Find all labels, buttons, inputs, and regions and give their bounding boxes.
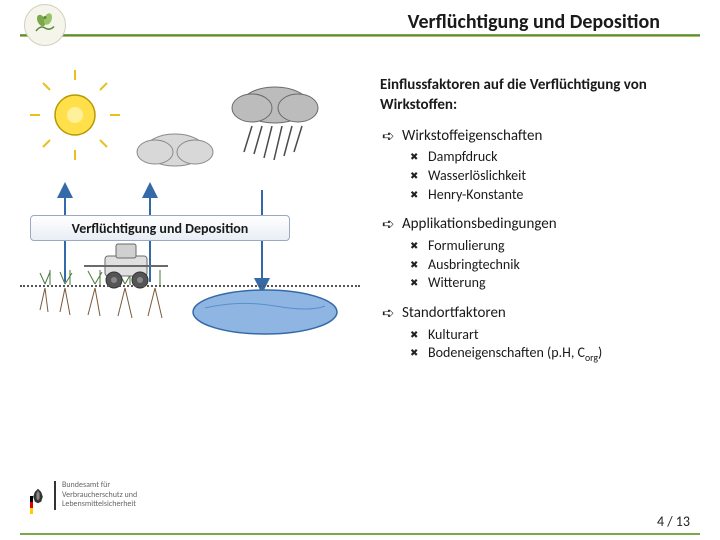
- group-2: Applikationsbedingungen Formulierung Aus…: [380, 214, 700, 293]
- ground-line: [20, 285, 360, 287]
- page-title: Verflüchtigung und Deposition: [0, 10, 690, 34]
- footer-line: Lebensmittelsicherheit: [62, 499, 136, 509]
- illustration-label: Verflüchtigung und Deposition: [30, 215, 290, 241]
- group-heading: Applikationsbedingungen: [380, 214, 700, 234]
- cloud-1: [137, 134, 213, 166]
- footer-agency: Bundesamt für Verbraucherschutz und Lebe…: [30, 481, 137, 510]
- flag-icon: [30, 496, 33, 514]
- list-item: Witterung: [380, 274, 700, 293]
- list-item: Wasserlöslichkeit: [380, 167, 700, 186]
- footer-rule: [20, 533, 700, 535]
- group-1: Wirkstoffeigenschaften Dampfdruck Wasser…: [380, 126, 700, 205]
- page-number: 4 / 13: [657, 513, 690, 530]
- list-item: Kulturart: [380, 326, 700, 345]
- cloud-2: [232, 87, 318, 123]
- group-3: Standortfaktoren Kulturart Bodeneigensch…: [380, 303, 700, 365]
- footer-agency-text: Bundesamt für Verbraucherschutz und Lebe…: [54, 481, 137, 510]
- header-rule: [20, 34, 700, 37]
- footer-line: Verbraucherschutz und: [62, 490, 137, 500]
- group-heading: Standortfaktoren: [380, 303, 700, 323]
- content-subtitle: Einflussfaktoren auf die Verflüchtigung …: [380, 75, 700, 116]
- content-panel: Einflussfaktoren auf die Verflüchtigung …: [380, 75, 700, 376]
- list-item: Formulierung: [380, 237, 700, 256]
- list-item: Dampfdruck: [380, 148, 700, 167]
- list-item: Henry-Konstante: [380, 186, 700, 205]
- list-item: Bodeneigenschaften (p.H, Corg): [380, 344, 700, 365]
- illustration-panel: Verflüchtigung und Deposition: [20, 60, 370, 380]
- list-item: Ausbringtechnik: [380, 256, 700, 275]
- footer-line: Bundesamt für: [62, 480, 110, 490]
- group-heading: Wirkstoffeigenschaften: [380, 126, 700, 146]
